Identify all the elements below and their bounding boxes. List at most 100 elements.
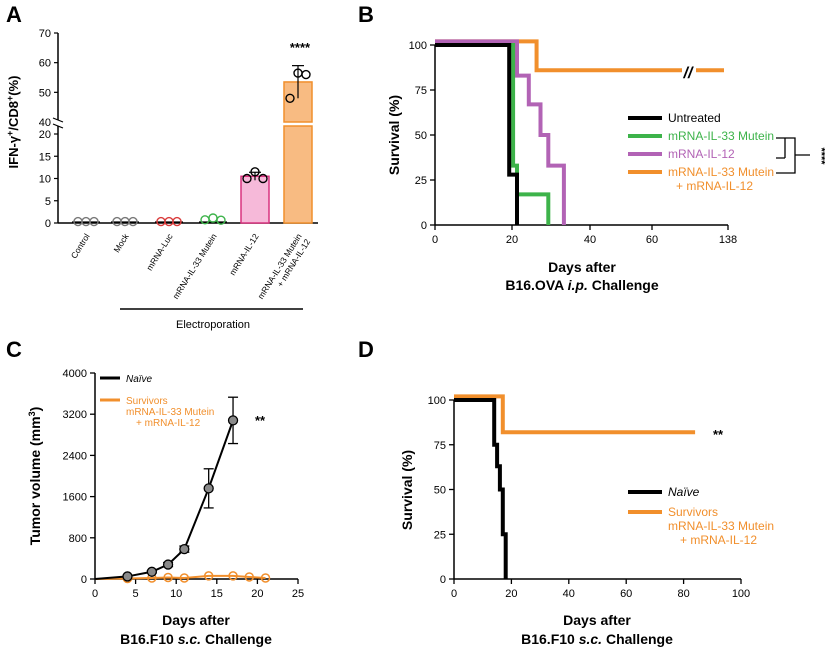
panel-c-series-line bbox=[94, 420, 234, 580]
panel-d-ytick-label: 0 bbox=[440, 574, 446, 586]
panel-b-legend-label-line: mRNA-IL-33 Mutein bbox=[668, 129, 774, 143]
panel-b-legend-label: mRNA-IL-33 Mutein bbox=[668, 129, 774, 143]
panel-a-bar bbox=[240, 175, 270, 224]
panel-b-ytick-label: 0 bbox=[421, 220, 427, 232]
panel-a-ytick-label: 70 bbox=[39, 28, 51, 40]
panel-a-ytick-label: 20 bbox=[39, 129, 51, 141]
panel-a-ytick-label: 40 bbox=[39, 117, 51, 129]
panel-a-ylabel-sup1: + bbox=[5, 131, 15, 136]
panel-a-ylabel-part3: (%) bbox=[6, 76, 21, 96]
panel-b-axis-break: // bbox=[683, 65, 694, 82]
panel-c-ytick-label: 1600 bbox=[63, 492, 87, 504]
panel-b-series-line bbox=[435, 43, 551, 225]
panel-a-electroporation-label: Electroporation bbox=[176, 319, 250, 331]
panel-label-d: D bbox=[358, 337, 374, 362]
panel-d-legend: Naïve Survivors mRNA-IL-33 Mutein + mRNA-IL… bbox=[628, 485, 774, 547]
panel-b-x-axis-title-line2: B16.OVA i.p. Challenge bbox=[505, 277, 658, 293]
panel-a-data-point bbox=[172, 216, 182, 227]
panel-a-ytick-label: 10 bbox=[39, 174, 51, 186]
panel-b-xtick-label: 40 bbox=[584, 234, 596, 246]
panel-b-xtick-label: 60 bbox=[646, 234, 658, 246]
panel-d-series-line bbox=[454, 398, 508, 579]
panel-a-ylabel-part2: /CD8 bbox=[6, 101, 21, 131]
panel-c-significance: ** bbox=[255, 413, 266, 428]
panel-b-xtick-label: 138 bbox=[719, 234, 737, 246]
panel-c-xtick-label: 20 bbox=[251, 588, 263, 600]
panel-a-category-label-line: mRNA-IL-33 Mutein bbox=[170, 232, 218, 301]
panel-c-legend: Naïve Survivors mRNA-IL-33 Mutein + mRNA-IL… bbox=[100, 374, 214, 429]
panel-a-data-point bbox=[216, 215, 226, 225]
panel-d-xlabel-suffix: Challenge bbox=[602, 631, 673, 647]
panel-c-legend-label-line: + mRNA-IL-12 bbox=[136, 418, 201, 429]
panel-d-x-axis-title-line2: B16.F10 s.c. Challenge bbox=[521, 631, 673, 647]
panel-c-y-axis-title: Tumor volume (mm3) bbox=[27, 407, 43, 546]
panel-c-series-line bbox=[94, 574, 266, 580]
panel-c-data-point bbox=[244, 572, 255, 582]
panel-a-category-label: mRNA-IL-12 bbox=[227, 232, 261, 278]
panel-c-legend-label-line: mRNA-IL-33 Mutein bbox=[126, 407, 214, 418]
panel-d-ytick-label: 75 bbox=[434, 440, 446, 452]
panel-d-xtick-label: 80 bbox=[677, 588, 689, 600]
panel-a-y-axis-title: IFN-γ+/CD8+(%) bbox=[5, 76, 21, 169]
panel-d-significance: ** bbox=[713, 427, 724, 442]
panel-c-tumor-growth-chart: 0 5 10 15 20 25 0 800 1600 2400 3200 4000 Tumor vol… bbox=[27, 368, 304, 647]
panel-c-data-point bbox=[203, 571, 214, 581]
panel-b-xtick-label: 20 bbox=[506, 234, 518, 246]
panel-d-legend-label: Survivors mRNA-IL-33 Mutein + mRNA-IL-12 bbox=[668, 505, 774, 547]
panel-c-data-point bbox=[203, 483, 214, 494]
panel-a-significance: **** bbox=[290, 40, 311, 55]
panel-b-legend-label: mRNA-IL-33 Mutein + mRNA-IL-12 bbox=[668, 165, 774, 193]
panel-d-legend-label: Naïve bbox=[668, 485, 700, 499]
panel-b-series-line bbox=[435, 39, 566, 225]
panel-d-survival-lines bbox=[454, 394, 696, 579]
panel-d-series-line bbox=[454, 394, 696, 435]
panel-a-category-label-line: mRNA-IL-12 bbox=[227, 232, 261, 278]
panel-a-bars bbox=[72, 65, 313, 227]
panel-a-category-label-line: mRNA-Luc bbox=[144, 231, 175, 272]
panel-c-x-axis-title-line1: Days after bbox=[162, 612, 230, 628]
panel-d-legend-label-line: + mRNA-IL-12 bbox=[680, 533, 757, 547]
panel-a-data-point bbox=[128, 216, 138, 227]
panel-c-ytick-label: 4000 bbox=[63, 368, 87, 380]
panel-b-x-axis-title-line1: Days after bbox=[548, 259, 616, 275]
panel-c-data-point bbox=[179, 543, 190, 555]
panel-b-legend-label-line: mRNA-IL-33 Mutein bbox=[668, 165, 774, 179]
panel-b-significance-bracket bbox=[776, 137, 810, 174]
panel-b-series-line bbox=[435, 43, 519, 225]
panel-d-y-axis-title: Survival (%) bbox=[399, 450, 415, 530]
panel-a-category-label: Control bbox=[69, 232, 92, 261]
panel-d-survival-chart: 0 20 40 60 80 100 0 25 50 75 100 Survival (%) Days… bbox=[399, 394, 774, 647]
panel-c-legend-label-line: Survivors bbox=[126, 396, 168, 407]
panel-c-data-point bbox=[146, 566, 157, 577]
panel-a-data-point bbox=[285, 93, 295, 103]
panel-b-legend: Untreated mRNA-IL-33 Mutein mRNA-IL-12 mRNA… bbox=[628, 111, 774, 193]
panel-c-data-point bbox=[162, 559, 174, 570]
panel-c-data-point bbox=[122, 571, 133, 582]
panel-d-xtick-label: 40 bbox=[563, 588, 575, 600]
panel-c-data-point bbox=[260, 573, 271, 583]
panel-c-data-point bbox=[227, 415, 239, 426]
panel-c-axes: 0 5 10 15 20 25 0 800 1600 2400 3200 4000 bbox=[63, 368, 305, 600]
panel-a-bar bbox=[283, 125, 313, 224]
panel-c-x-axis-title-line2: B16.F10 s.c. Challenge bbox=[120, 631, 272, 647]
panel-c-xtick-label: 25 bbox=[292, 588, 304, 600]
panel-c-xtick-label: 10 bbox=[170, 588, 182, 600]
panel-a-data-point bbox=[301, 69, 311, 80]
panel-a-data-point bbox=[89, 216, 99, 227]
panel-a-data-point bbox=[242, 173, 252, 184]
panel-b-survival-lines bbox=[435, 39, 724, 225]
panel-b-ytick-label: 75 bbox=[415, 85, 427, 97]
panel-b-survival-chart: 0 20 40 60 138 0 25 50 75 100 Survival (%) Days a… bbox=[386, 39, 825, 293]
panel-a-ytick-label: 5 bbox=[45, 196, 51, 208]
panel-a-category-label-line: Control bbox=[69, 232, 92, 261]
panel-c-data-point bbox=[228, 571, 238, 581]
panel-c-ytick-label: 2400 bbox=[63, 450, 87, 462]
panel-a-category-label: mRNA-IL-33 Mutein+ mRNA-IL-12 bbox=[255, 232, 312, 307]
panel-c-xlabel-suffix: Challenge bbox=[201, 631, 272, 647]
panel-c-ytick-label: 800 bbox=[69, 533, 87, 545]
panel-a-category-label: mRNA-Luc bbox=[144, 231, 175, 272]
panel-b-xlabel-suffix: Challenge bbox=[588, 277, 659, 293]
